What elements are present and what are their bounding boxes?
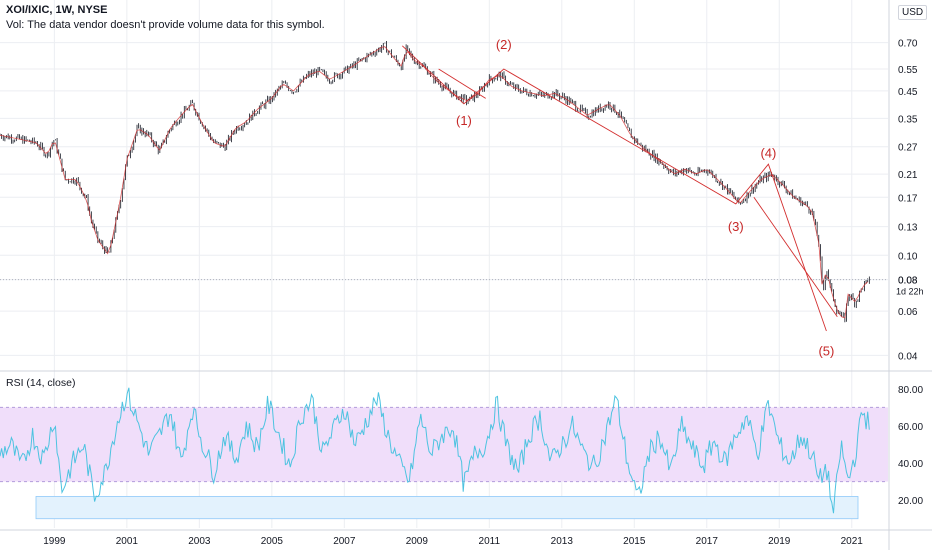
time-tick-label: 2021 [841, 536, 864, 547]
price-tick-label: 0.17 [898, 193, 918, 204]
elliott-wave-label: (4) [760, 145, 776, 160]
elliott-wave-labels: (1) (2) (3) (4) (5) [456, 37, 834, 358]
rsi-tick-label: 60.00 [898, 422, 923, 433]
price-tick-label: 0.27 [898, 143, 918, 154]
price-tick-label: 0.35 [898, 114, 918, 125]
last-price-tag: 0.08 1d 22h [0, 276, 924, 297]
price-tick-label: 0.04 [898, 351, 918, 362]
elliott-wave-label: (5) [818, 343, 834, 358]
rsi-indicator-label[interactable]: RSI (14, close) [6, 377, 76, 389]
price-close-line [0, 46, 868, 319]
time-tick-label: 2007 [333, 536, 356, 547]
price-tick-label: 0.45 [898, 87, 918, 98]
time-tick-label: 2009 [406, 536, 429, 547]
volume-note: Vol: The data vendor doesn't provide vol… [6, 19, 325, 31]
rsi-oversold-zone [35, 496, 859, 520]
elliott-wave-label: (2) [496, 37, 512, 52]
currency-button[interactable]: USD [898, 5, 928, 20]
elliott-wave-line [438, 68, 486, 99]
elliott-wave-line [401, 45, 827, 332]
time-tick-label: 2001 [116, 536, 139, 547]
elliott-wave-line [753, 197, 838, 317]
time-tick-label: 2019 [768, 536, 791, 547]
bar-countdown-label: 1d 22h [896, 287, 924, 297]
rsi-background [0, 406, 888, 520]
last-price-label: 0.08 [898, 276, 918, 287]
elliott-wave-label: (3) [728, 219, 744, 234]
price-tick-label: 0.13 [898, 223, 918, 234]
time-tick-label: 2003 [188, 536, 211, 547]
elliott-wave-label: (1) [456, 113, 472, 128]
price-series [0, 46, 868, 319]
time-tick-label: 2013 [551, 536, 574, 547]
price-tick-label: 0.10 [898, 251, 918, 262]
time-tick-label: 1999 [43, 536, 66, 547]
price-tick-label: 0.06 [898, 307, 918, 318]
price-tick-label: 0.21 [898, 170, 918, 181]
time-tick-label: 2015 [623, 536, 646, 547]
price-tick-label: 0.08 [898, 276, 918, 287]
price-tick-label: 0.55 [898, 65, 918, 76]
rsi-tick-label: 20.00 [898, 496, 923, 507]
elliott-wave-lines [401, 45, 838, 332]
time-tick-label: 2011 [479, 536, 501, 547]
rsi-tick-label: 80.00 [898, 385, 923, 396]
time-tick-label: 2017 [696, 536, 719, 547]
price-tick-label: 0.70 [898, 39, 918, 50]
rsi-series [0, 387, 870, 514]
symbol-title[interactable]: XOI/IXIC, 1W, NYSE [6, 4, 108, 16]
rsi-line [0, 387, 870, 514]
rsi-tick-label: 40.00 [898, 459, 923, 470]
rsi-neutral-band [0, 407, 888, 482]
time-tick-label: 2005 [261, 536, 284, 547]
